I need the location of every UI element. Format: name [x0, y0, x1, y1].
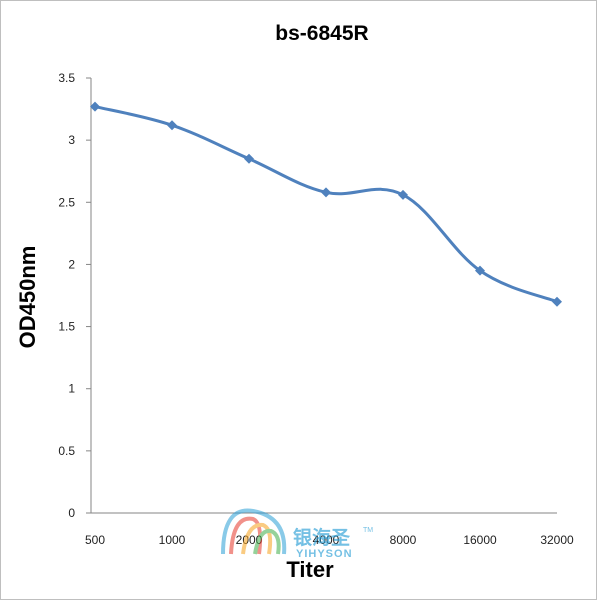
x-tick-label: 16000: [463, 533, 497, 547]
logo-arc-green: [253, 528, 281, 555]
chart-title: bs-6845R: [275, 22, 368, 45]
logo-arc-orange: [241, 522, 273, 555]
data-point-marker: [552, 296, 562, 307]
x-tick-label: 8000: [390, 533, 417, 547]
y-tick-label: 0.5: [58, 444, 75, 458]
x-tick-label: 32000: [540, 533, 574, 547]
data-point-marker: [244, 153, 254, 164]
yihyson-logo: [221, 508, 287, 555]
x-tick-label: 500: [85, 533, 105, 547]
series-line: [93, 105, 559, 304]
data-point-marker: [321, 187, 331, 198]
y-tick-label: 3: [68, 133, 75, 147]
watermark-tm: TM: [363, 527, 373, 534]
y-tick-label: 3.5: [58, 71, 75, 85]
x-axis-label: Titer: [286, 557, 334, 582]
logo-arc-blue: [221, 508, 287, 555]
y-tick-label: 1.5: [58, 320, 75, 334]
y-tick-label: 0: [68, 506, 75, 520]
data-point-marker: [90, 101, 100, 112]
series-layer: [90, 101, 562, 307]
y-tick-label: 2: [68, 257, 75, 271]
x-tick-label: 4000: [313, 533, 340, 547]
data-point-marker: [475, 265, 485, 276]
y-axis-label: OD450nm: [15, 246, 40, 349]
watermark-name-cn: 银海圣: [293, 526, 351, 549]
x-tick-label: 1000: [159, 533, 186, 547]
data-point-marker: [398, 189, 408, 200]
y-tick-label: 1: [68, 382, 75, 396]
data-point-marker: [167, 120, 177, 131]
y-tick-label: 2.5: [58, 195, 75, 209]
axes: [90, 78, 557, 514]
watermark-name-en: YIHYSON: [296, 548, 353, 560]
brand-watermark: 银海圣 TM YIHYSON: [221, 508, 373, 560]
